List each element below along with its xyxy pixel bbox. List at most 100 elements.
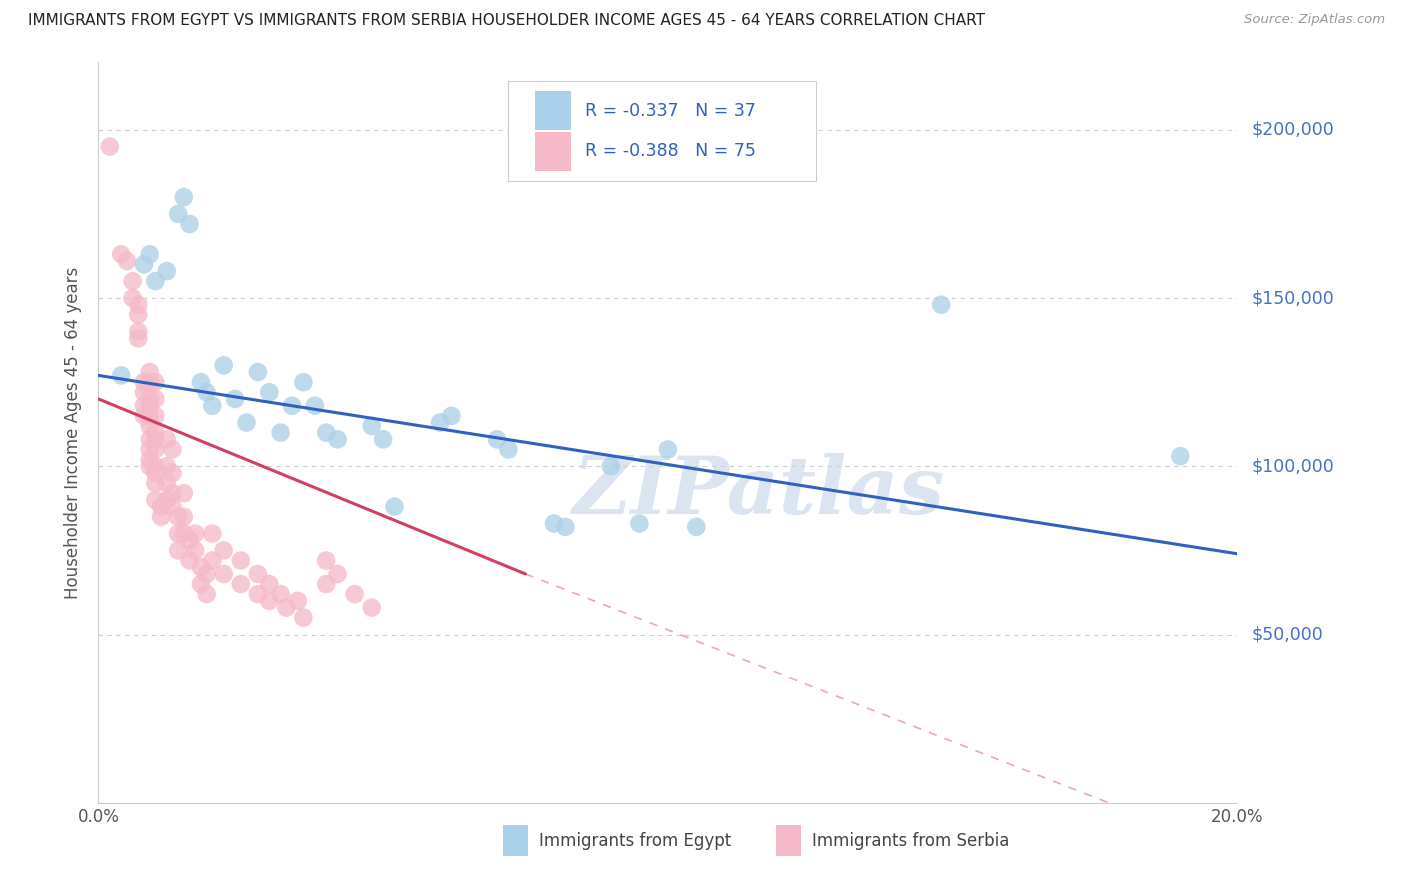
Bar	[503, 825, 527, 856]
Text: IMMIGRANTS FROM EGYPT VS IMMIGRANTS FROM SERBIA HOUSEHOLDER INCOME AGES 45 - 64 : IMMIGRANTS FROM EGYPT VS IMMIGRANTS FROM…	[28, 13, 986, 29]
Text: Source: ZipAtlas.com: Source: ZipAtlas.com	[1244, 13, 1385, 27]
Point	[145, 425, 167, 440]
Point	[326, 433, 349, 447]
Point	[292, 375, 315, 389]
Point	[127, 308, 149, 322]
Point	[179, 217, 201, 231]
Point	[281, 399, 304, 413]
Point	[315, 553, 337, 567]
FancyBboxPatch shape	[509, 81, 815, 181]
Text: R = -0.337   N = 37: R = -0.337 N = 37	[585, 102, 755, 120]
Point	[304, 399, 326, 413]
Point	[145, 492, 167, 507]
Point	[132, 399, 155, 413]
Point	[110, 247, 132, 261]
Point	[326, 566, 349, 581]
Y-axis label: Householder Income Ages 45 - 64 years: Householder Income Ages 45 - 64 years	[65, 267, 83, 599]
Point	[167, 509, 190, 524]
Point	[167, 207, 190, 221]
Point	[138, 433, 160, 447]
Point	[138, 399, 160, 413]
Point	[115, 254, 138, 268]
Point	[190, 577, 212, 591]
Point	[195, 566, 218, 581]
Point	[145, 274, 167, 288]
Point	[156, 492, 179, 507]
Point	[121, 274, 143, 288]
Point	[145, 433, 167, 447]
Point	[173, 509, 195, 524]
Point	[156, 264, 179, 278]
Text: Immigrants from Serbia: Immigrants from Serbia	[813, 831, 1010, 849]
Point	[173, 526, 195, 541]
Point	[628, 516, 651, 531]
Point	[150, 500, 173, 514]
Point	[201, 526, 224, 541]
Point	[179, 533, 201, 548]
Point	[212, 543, 235, 558]
Point	[127, 298, 149, 312]
Point	[292, 610, 315, 624]
Point	[98, 139, 121, 153]
Point	[145, 459, 167, 474]
Point	[138, 442, 160, 457]
Point	[132, 257, 155, 271]
Text: Immigrants from Egypt: Immigrants from Egypt	[538, 831, 731, 849]
Point	[145, 476, 167, 491]
Point	[315, 425, 337, 440]
Point	[259, 385, 281, 400]
Point	[167, 543, 190, 558]
Point	[246, 587, 269, 601]
Text: $150,000: $150,000	[1251, 289, 1334, 307]
Point	[229, 577, 252, 591]
Point	[195, 385, 218, 400]
Point	[235, 416, 257, 430]
Point	[162, 486, 184, 500]
Point	[224, 392, 246, 406]
Point	[259, 577, 281, 591]
Point	[360, 418, 382, 433]
Text: $200,000: $200,000	[1251, 120, 1334, 139]
Point	[138, 459, 160, 474]
Point	[543, 516, 565, 531]
Point	[162, 500, 184, 514]
Point	[657, 442, 679, 457]
Point	[246, 566, 269, 581]
Point	[184, 526, 207, 541]
Point	[138, 409, 160, 423]
Point	[145, 375, 167, 389]
Point	[173, 190, 195, 204]
Point	[132, 375, 155, 389]
Point	[138, 365, 160, 379]
Point	[127, 325, 149, 339]
Point	[156, 459, 179, 474]
Point	[212, 359, 235, 373]
Point	[270, 587, 292, 601]
Point	[145, 466, 167, 480]
Point	[138, 452, 160, 467]
Point	[184, 543, 207, 558]
Point	[138, 392, 160, 406]
Point	[600, 459, 623, 474]
Point	[127, 331, 149, 345]
Point	[360, 600, 382, 615]
Point	[190, 375, 212, 389]
Bar	[534, 91, 571, 130]
Point	[138, 375, 160, 389]
Point	[429, 416, 451, 430]
Point	[287, 594, 309, 608]
Point	[201, 553, 224, 567]
Point	[498, 442, 520, 457]
Point	[212, 566, 235, 581]
Point	[384, 500, 406, 514]
Point	[276, 600, 298, 615]
Point	[373, 433, 395, 447]
Point	[195, 587, 218, 601]
Point	[150, 509, 173, 524]
Point	[270, 425, 292, 440]
Point	[167, 526, 190, 541]
Point	[179, 553, 201, 567]
Point	[138, 418, 160, 433]
Point	[201, 399, 224, 413]
Point	[121, 291, 143, 305]
